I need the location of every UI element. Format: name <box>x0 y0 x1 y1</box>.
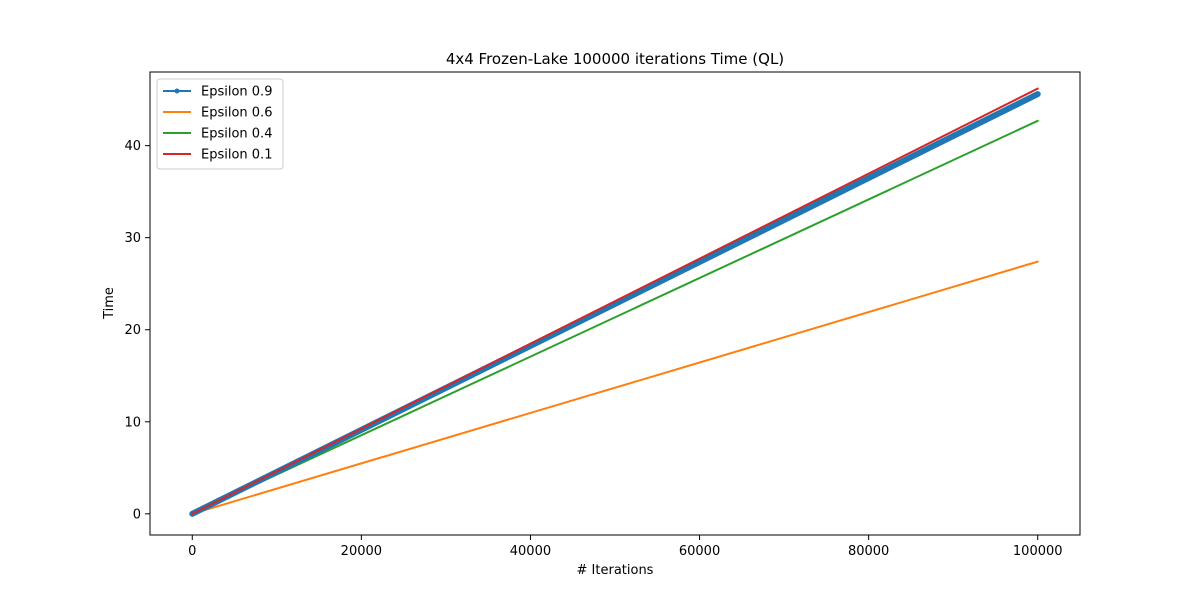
x-tick-label: 20000 <box>341 544 382 559</box>
y-axis-label: Time <box>102 287 117 320</box>
legend-marker <box>174 88 180 94</box>
x-tick-label: 80000 <box>848 544 889 559</box>
legend-entry: Epsilon 0.6 <box>163 106 272 121</box>
legend-label: Epsilon 0.6 <box>201 106 272 121</box>
series-line-epsilon-0-4 <box>191 119 1039 515</box>
x-axis-label: # Iterations <box>577 563 654 578</box>
legend-box <box>156 78 284 170</box>
y-tick-label: 40 <box>124 139 141 154</box>
plot-area-frame <box>149 71 1081 536</box>
series-layer <box>189 87 1041 517</box>
series-line-epsilon-0-1 <box>191 87 1039 515</box>
series-line-epsilon-0-6 <box>191 260 1039 515</box>
x-axis: 0 20000 40000 60000 80000 100000 <box>188 535 1063 559</box>
y-tick-label: 20 <box>124 323 141 338</box>
legend-label: Epsilon 0.9 <box>201 85 272 100</box>
x-tick-label: 60000 <box>679 544 720 559</box>
x-tick-label: 0 <box>188 544 196 559</box>
legend-label: Epsilon 0.1 <box>201 148 272 163</box>
legend-entry: Epsilon 0.1 <box>163 148 272 163</box>
y-axis: 0 10 20 30 40 <box>124 139 150 522</box>
legend-entry: Epsilon 0.9 <box>163 85 272 100</box>
y-tick-label: 10 <box>124 415 141 430</box>
y-tick-label: 0 <box>133 507 141 522</box>
legend-entry: Epsilon 0.4 <box>163 127 272 142</box>
legend: Epsilon 0.9 Epsilon 0.6 Epsilon 0.4 Epsilon… <box>156 78 284 170</box>
y-tick-label: 30 <box>124 231 141 246</box>
legend-label: Epsilon 0.4 <box>201 127 272 142</box>
x-tick-label: 40000 <box>510 544 551 559</box>
chart-title: 4x4 Frozen-Lake 100000 iterations Time (… <box>446 50 784 68</box>
x-tick-label: 100000 <box>1013 544 1063 559</box>
